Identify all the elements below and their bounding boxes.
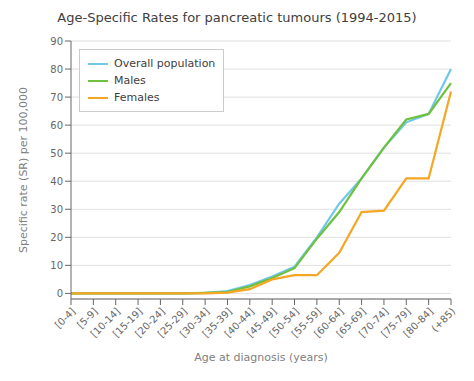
svg-text:50: 50 (50, 148, 63, 159)
svg-text:20: 20 (50, 232, 63, 243)
svg-text:[35-39]: [35-39] (200, 305, 234, 340)
svg-text:[60-64]: [60-64] (311, 305, 346, 340)
svg-text:[80-84]: [80-84] (401, 306, 435, 340)
svg-text:[70-74]: [70-74] (356, 305, 391, 340)
html-text:Males: Males (114, 74, 146, 87)
html-text:Age-Specific Rates for pancrea: Age-Specific Rates for pancreatic tumour… (57, 10, 417, 25)
svg-text:0: 0 (57, 288, 63, 299)
svg-text:90: 90 (50, 36, 63, 47)
svg-text:[30-34]: [30-34] (177, 305, 212, 340)
svg-text:[40-44]: [40-44] (222, 305, 257, 340)
svg-text:[10-14]: [10-14] (88, 305, 123, 340)
svg-text:[45-49]: [45-49] (244, 305, 279, 340)
svg-text:[55-59]: [55-59] (289, 305, 324, 340)
svg-text:40: 40 (50, 176, 63, 187)
svg-text:[50-54]: [50-54] (267, 305, 301, 340)
html-text:Overall population: Overall population (114, 57, 216, 70)
svg-text:[25-29]: [25-29] (155, 305, 190, 340)
svg-text:(+85): (+85) (429, 306, 457, 334)
svg-text:60: 60 (50, 120, 63, 131)
svg-text:Age at diagnosis (years): Age at diagnosis (years) (194, 351, 328, 364)
svg-text:[65-69]: [65-69] (334, 305, 368, 340)
svg-text:30: 30 (50, 204, 63, 215)
svg-text:Specific rate (SR) per 100,000: Specific rate (SR) per 100,000 (17, 87, 30, 253)
html-text:Females: Females (114, 91, 160, 104)
svg-text:[20-24]: [20-24] (133, 305, 167, 340)
svg-text:70: 70 (50, 92, 63, 103)
svg-text:10: 10 (50, 260, 63, 271)
svg-text:[0-4]: [0-4] (53, 306, 78, 331)
svg-text:[15-19]: [15-19] (110, 305, 145, 340)
svg-text:80: 80 (50, 64, 63, 75)
svg-text:[5-9]: [5-9] (74, 305, 100, 331)
svg-text:[75-79]: [75-79] (378, 305, 413, 340)
